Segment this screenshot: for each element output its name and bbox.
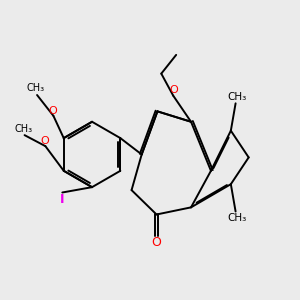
- Text: O: O: [48, 106, 57, 116]
- Text: CH₃: CH₃: [227, 213, 247, 223]
- Text: O: O: [152, 236, 161, 249]
- Text: O: O: [40, 136, 49, 146]
- Text: CH₃: CH₃: [14, 124, 32, 134]
- Text: I: I: [60, 193, 64, 206]
- Text: CH₃: CH₃: [26, 83, 45, 94]
- Text: O: O: [170, 85, 178, 95]
- Text: CH₃: CH₃: [227, 92, 247, 102]
